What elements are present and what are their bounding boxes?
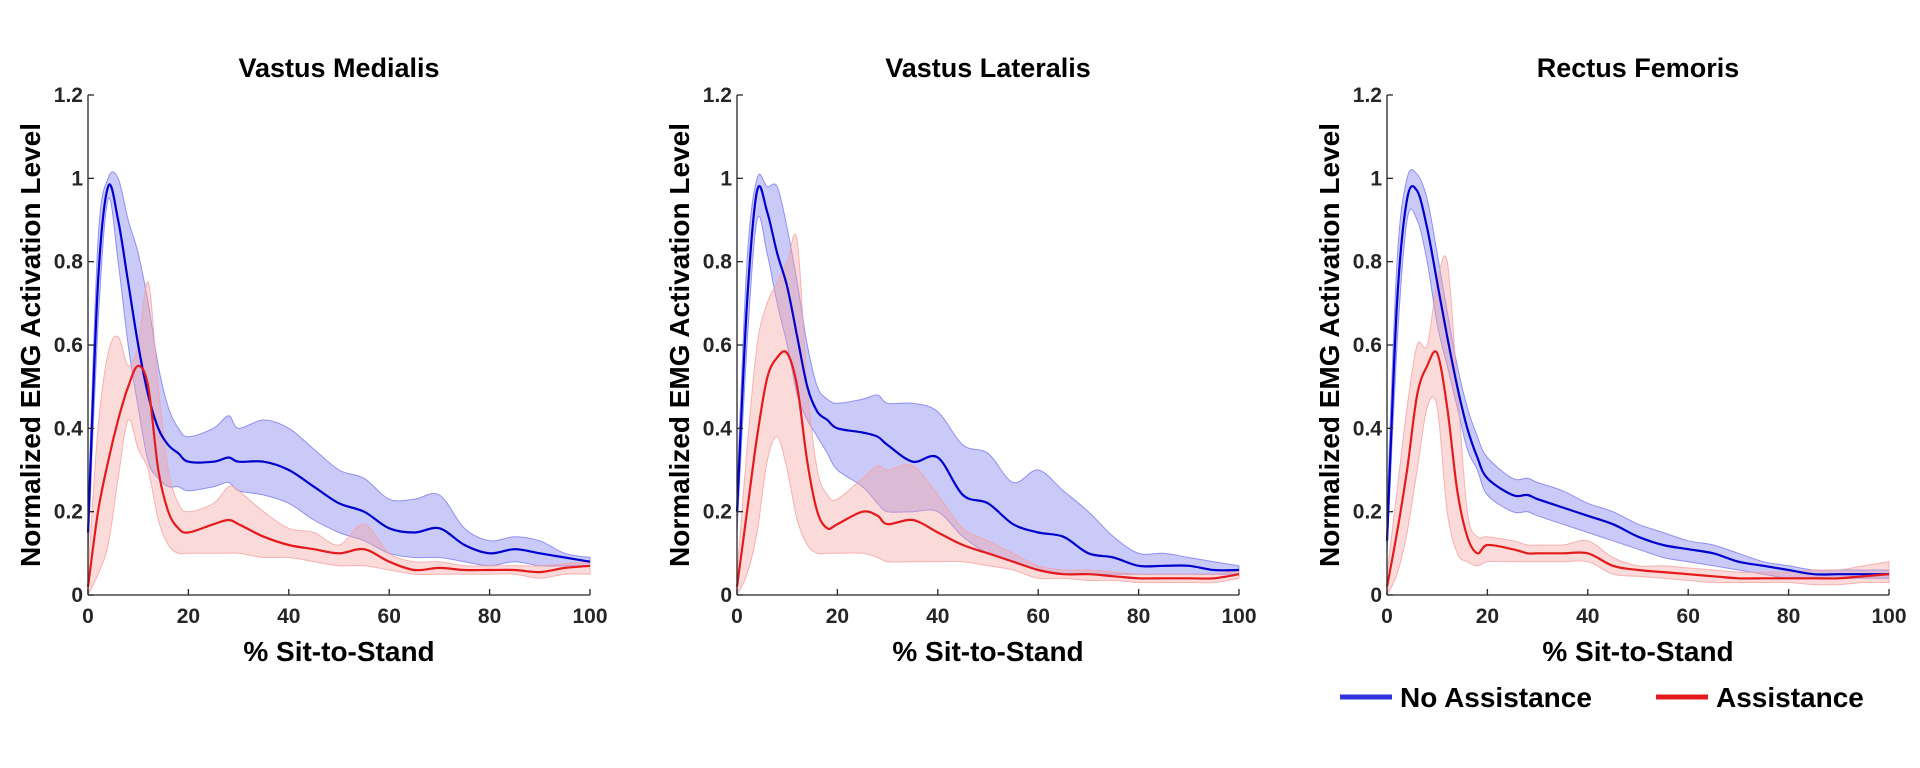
chart-title: Vastus Lateralis [885, 53, 1091, 83]
series-line-assistance [86, 364, 591, 587]
x-tick-label: 60 [1027, 605, 1050, 628]
y-tick-label: 0.2 [703, 501, 732, 524]
band-assistance [736, 233, 1240, 596]
y-tick-label: 0.8 [703, 251, 733, 274]
y-tick-label: 0.8 [1353, 251, 1383, 274]
legend-label-assistance: Assistance [1716, 682, 1864, 713]
series-line-assistance [735, 350, 1240, 587]
band-assistance [1386, 255, 1890, 596]
series-line-no-assistance [1385, 185, 1889, 576]
band-assistance [87, 281, 591, 596]
x-tick-label: 40 [926, 605, 949, 628]
x-tick-label: 80 [478, 605, 501, 628]
y-axis-label: Normalized EMG Activation Level [1314, 123, 1345, 567]
y-tick-label: 0.4 [54, 417, 84, 440]
y-tick-label: 1.2 [1353, 84, 1382, 107]
y-tick-label: 1.2 [703, 84, 732, 107]
chart-panel-vastus-lateralis: 0 0.2 0.4 0.6 0.8 1 1.2 0 20 40 60 80 100 Vastus Late… [664, 53, 1257, 667]
x-tick-label: 20 [1476, 605, 1499, 628]
y-tick-label: 0.4 [1353, 417, 1383, 440]
x-tick-label: 20 [826, 605, 849, 628]
x-tick-label: 100 [572, 605, 607, 628]
x-tick-label: 40 [1576, 605, 1599, 628]
x-tick-label: 0 [731, 605, 743, 628]
x-axis-label: % Sit-to-Stand [1542, 636, 1733, 667]
y-tick-label: 1 [1370, 167, 1382, 190]
y-tick-label: 1 [71, 167, 83, 190]
x-tick-label: 0 [82, 605, 94, 628]
y-tick-label: 0.6 [703, 334, 732, 357]
y-tick-label: 0 [720, 584, 732, 607]
y-tick-label: 0.6 [1353, 334, 1382, 357]
legend: No Assistance Assistance [1340, 682, 1864, 713]
x-tick-label: 100 [1221, 605, 1256, 628]
y-tick-label: 0.4 [703, 417, 733, 440]
x-axis-label: % Sit-to-Stand [243, 636, 434, 667]
x-tick-label: 20 [177, 605, 200, 628]
x-axis-label: % Sit-to-Stand [892, 636, 1083, 667]
y-tick-label: 0 [1370, 584, 1382, 607]
y-tick-label: 0.2 [54, 501, 83, 524]
y-axis-label: Normalized EMG Activation Level [15, 123, 46, 567]
x-tick-label: 0 [1381, 605, 1393, 628]
y-tick-label: 1.2 [54, 84, 83, 107]
y-tick-label: 0.6 [54, 334, 83, 357]
y-tick-label: 1 [720, 167, 732, 190]
legend-label-no-assistance: No Assistance [1400, 682, 1592, 713]
x-tick-label: 40 [277, 605, 300, 628]
chart-panel-rectus-femoris: 0 0.2 0.4 0.6 0.8 1 1.2 0 20 40 60 80 100 Rectus Femo… [1314, 53, 1907, 667]
series-line-assistance [1385, 350, 1890, 587]
x-tick-label: 60 [378, 605, 401, 628]
series-line-no-assistance [735, 185, 1240, 572]
series-line-no-assistance [86, 183, 591, 563]
chart-title: Vastus Medialis [238, 53, 439, 83]
y-tick-label: 0.8 [54, 251, 84, 274]
y-tick-label: 0 [71, 584, 83, 607]
x-tick-label: 80 [1777, 605, 1800, 628]
chart-panel-vastus-medialis: 0 0.2 0.4 0.6 0.8 1 1.2 0 20 40 60 80 100 Vastus Medi… [15, 53, 608, 667]
y-axis-label: Normalized EMG Activation Level [664, 123, 695, 567]
y-tick-label: 0.2 [1353, 501, 1382, 524]
x-tick-label: 80 [1127, 605, 1150, 628]
x-tick-label: 100 [1871, 605, 1906, 628]
chart-title: Rectus Femoris [1537, 53, 1740, 83]
x-tick-label: 60 [1677, 605, 1700, 628]
